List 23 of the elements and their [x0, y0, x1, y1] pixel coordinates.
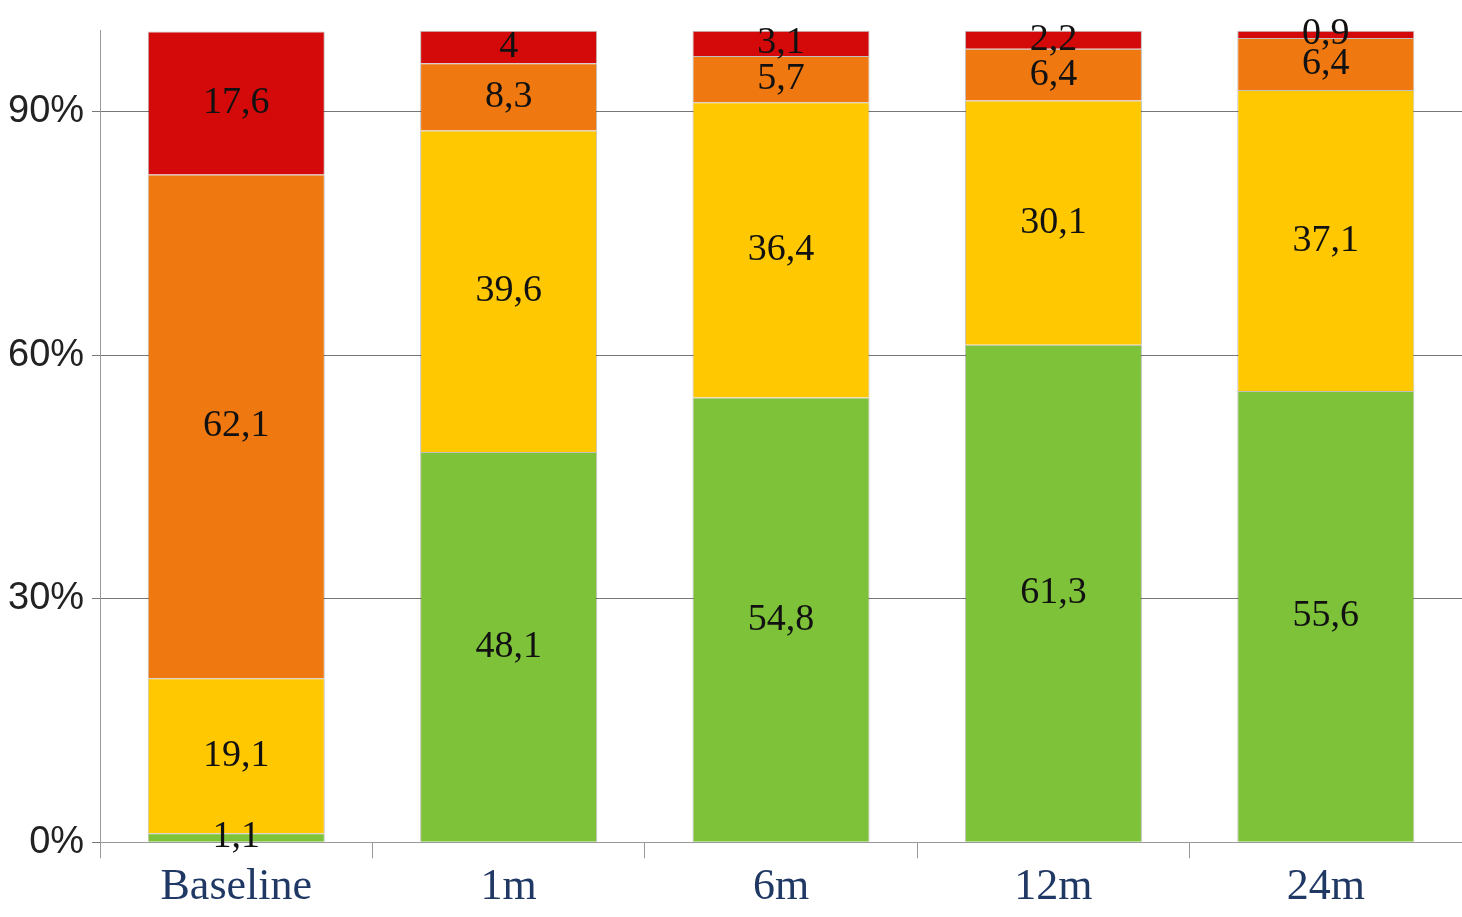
data-label: 62,1: [203, 402, 270, 445]
data-label: 17,6: [203, 79, 270, 121]
x-tick-label: Baseline: [160, 860, 313, 910]
data-label: 30,1: [1020, 198, 1087, 241]
data-label: 48,1: [475, 622, 542, 665]
x-tick-label: 24m: [1286, 860, 1365, 910]
data-label: 4: [499, 23, 519, 66]
data-label: 8,3: [484, 72, 533, 115]
data-label: 39,6: [475, 267, 542, 310]
y-tick-label: 90%: [7, 88, 85, 131]
x-tick-label: 1m: [480, 860, 537, 910]
data-label: 61,3: [1020, 569, 1087, 612]
y-tick-label: 60%: [7, 331, 85, 374]
data-label: 36,4: [747, 225, 815, 268]
x-tick-label: 6m: [752, 860, 810, 910]
data-label: 19,1: [203, 731, 270, 774]
y-tick-label: 30%: [7, 575, 85, 618]
data-label: 37,1: [1292, 216, 1360, 259]
data-label: 3,1: [757, 19, 805, 62]
x-tick-label: 12m: [1014, 860, 1093, 910]
data-label: 55,6: [1292, 592, 1360, 635]
y-tick-label: 0%: [29, 818, 85, 861]
data-label: 54,8: [747, 595, 815, 638]
